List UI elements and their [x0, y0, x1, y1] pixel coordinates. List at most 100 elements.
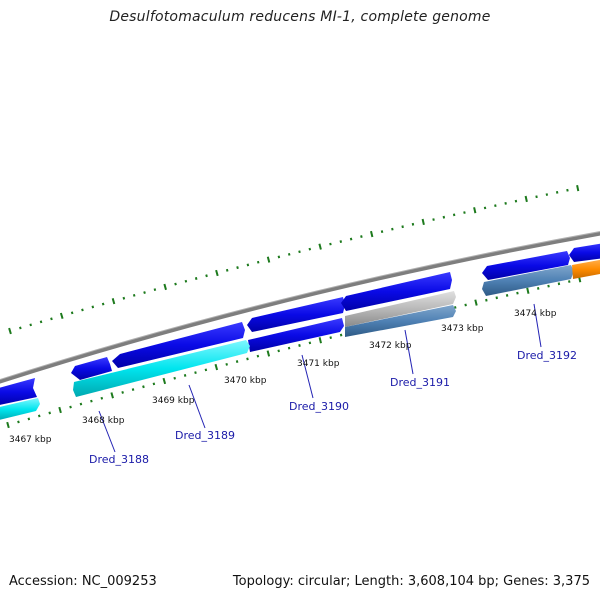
- minor-tick: [401, 225, 404, 229]
- minor-tick: [298, 250, 301, 254]
- major-tick: [215, 269, 219, 277]
- minor-tick: [37, 414, 41, 418]
- minor-tick: [485, 298, 488, 302]
- gene-arrow-reverse[interactable]: [345, 291, 456, 327]
- gene-arrow-forward[interactable]: [569, 243, 600, 262]
- minor-tick: [432, 218, 435, 221]
- minor-tick: [298, 344, 301, 347]
- minor-tick: [535, 195, 538, 199]
- minor-tick: [277, 255, 281, 259]
- minor-tick: [69, 405, 72, 409]
- major-tick: [474, 299, 478, 306]
- gene-arrow-reverse[interactable]: [482, 265, 574, 296]
- scale-labels: 3467 kbp 3468 kbp 3469 kbp 3470 kbp 3471…: [9, 309, 557, 445]
- minor-tick: [329, 336, 332, 340]
- minor-tick: [568, 280, 571, 283]
- minor-tick: [194, 277, 198, 280]
- genome-backbone: [0, 231, 600, 384]
- minor-tick: [225, 268, 229, 272]
- gene-arrow-forward[interactable]: [0, 378, 37, 406]
- major-tick: [318, 243, 322, 250]
- minor-tick: [183, 374, 187, 377]
- gene-arrow-forward[interactable]: [482, 251, 570, 280]
- minor-tick: [29, 323, 32, 327]
- gene-arrow-reverse[interactable]: [572, 259, 600, 279]
- minor-tick: [308, 341, 312, 345]
- minor-tick: [287, 346, 291, 350]
- accession-text: Accession: NC_009253: [9, 574, 157, 589]
- major-tick: [370, 230, 374, 238]
- major-tick: [266, 256, 271, 263]
- scale-label: 3471 kbp: [297, 359, 340, 369]
- gene-arrow-forward[interactable]: [248, 318, 344, 352]
- minor-tick: [483, 206, 487, 210]
- minor-tick: [91, 305, 95, 309]
- minor-tick: [442, 215, 446, 219]
- minor-tick: [19, 326, 22, 330]
- gene-label[interactable]: Dred_3190: [289, 400, 349, 413]
- minor-tick: [536, 287, 540, 290]
- minor-tick: [100, 396, 104, 400]
- major-tick: [58, 406, 62, 414]
- minor-tick: [391, 227, 394, 231]
- minor-tick: [152, 382, 156, 386]
- minor-tick: [339, 240, 343, 243]
- forward-gene-track: [0, 243, 600, 406]
- minor-tick: [411, 222, 415, 226]
- major-tick: [266, 350, 271, 357]
- minor-tick: [494, 204, 497, 208]
- scale-label: 3470 kbp: [224, 376, 267, 386]
- major-tick: [524, 195, 528, 203]
- scale-label: 3468 kbp: [82, 416, 125, 426]
- minor-tick: [79, 402, 83, 406]
- minor-tick: [174, 282, 177, 286]
- minor-tick: [70, 311, 74, 315]
- leader-line: [301, 354, 314, 399]
- major-tick: [6, 421, 10, 429]
- map-title: Desulfotomaculum reducens MI-1, complete…: [109, 9, 491, 25]
- minor-tick: [27, 417, 31, 421]
- gene-arrow-reverse[interactable]: [73, 340, 250, 397]
- minor-tick: [101, 302, 105, 306]
- major-tick: [214, 363, 219, 371]
- minor-tick: [246, 263, 250, 267]
- minor-tick: [514, 199, 518, 203]
- leader-line: [98, 410, 116, 453]
- leader-line: [533, 303, 542, 348]
- minor-tick: [81, 308, 84, 312]
- gene-label[interactable]: Dred_3188: [89, 453, 149, 466]
- minor-tick: [308, 247, 312, 251]
- major-tick: [473, 207, 477, 214]
- minor-tick: [349, 237, 353, 241]
- gene-label[interactable]: Dred_3189: [175, 429, 235, 442]
- minor-tick: [17, 420, 20, 424]
- gene-labels: Dred_3188 Dred_3189 Dred_3190 Dred_3191 …: [89, 349, 577, 466]
- minor-tick: [380, 230, 384, 234]
- gene-arrow-reverse[interactable]: [0, 398, 40, 421]
- gene-arrow-forward[interactable]: [112, 322, 245, 368]
- minor-tick: [505, 294, 509, 297]
- gene-label[interactable]: Dred_3191: [390, 376, 450, 389]
- major-tick: [110, 392, 114, 399]
- gene-arrow-reverse[interactable]: [345, 305, 456, 337]
- topology-text: Topology: circular; Length: 3,608,104 bp…: [232, 574, 590, 589]
- minor-tick: [504, 201, 507, 205]
- leader-line: [404, 329, 414, 375]
- minor-tick: [205, 274, 208, 278]
- gene-arrow-forward[interactable]: [247, 297, 345, 332]
- minor-tick: [545, 193, 549, 196]
- minor-tick: [256, 260, 260, 264]
- minor-tick: [495, 296, 498, 300]
- minor-tick: [90, 399, 93, 403]
- minor-tick: [225, 362, 228, 366]
- minor-tick: [131, 388, 135, 391]
- gene-arrow-forward[interactable]: [71, 357, 112, 380]
- gene-arrow-forward[interactable]: [341, 272, 452, 311]
- major-tick: [163, 283, 167, 291]
- minor-tick: [555, 190, 559, 194]
- minor-tick: [277, 349, 280, 353]
- minor-tick: [204, 368, 208, 372]
- gene-label[interactable]: Dred_3192: [517, 349, 577, 362]
- minor-tick: [246, 357, 249, 361]
- gene-leader-lines: [98, 303, 542, 453]
